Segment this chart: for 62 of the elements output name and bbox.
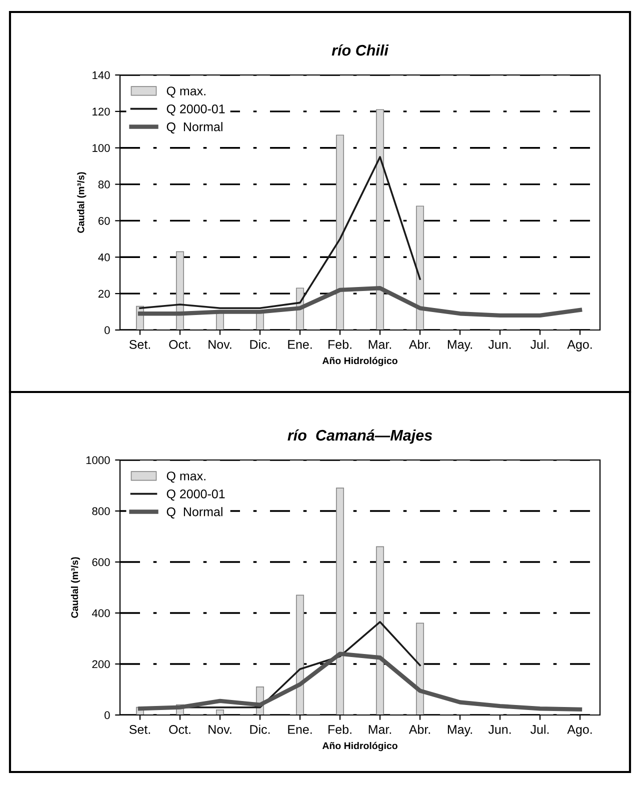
x-tick-label: Nov. [208, 340, 232, 349]
x-tick-label: Jul. [530, 724, 549, 734]
x-tick-label: Ago. [567, 340, 592, 352]
x-tick-label: May. [448, 340, 472, 352]
x-tick-label: Set. [129, 340, 150, 349]
x-tick-label: Feb. [328, 724, 352, 734]
bar [176, 251, 184, 330]
x-tick-label: Nov. [208, 725, 232, 734]
x-tick-label: Mar. [368, 340, 392, 349]
x-tick-label: Ene. [288, 340, 312, 349]
legend-label: Q Normal [166, 122, 222, 134]
y-axis-title: Caudal (m³/s) [70, 557, 80, 618]
x-axis-title: Año Hidrológico [322, 742, 398, 752]
x-tick-label: Dic. [250, 340, 270, 349]
line-series [138, 286, 582, 318]
x-axis-title: Año Hidrológico [322, 356, 398, 366]
y-tick-label: 60 [98, 216, 110, 225]
bar [336, 134, 344, 330]
y-tick-label: 200 [92, 660, 110, 668]
y-tick-label: 140 [92, 71, 110, 80]
bar [416, 622, 424, 715]
x-tick-label: Abr. [408, 724, 430, 734]
legend-label: Q 2000-01 [166, 489, 225, 501]
y-tick-label: 0 [104, 326, 110, 334]
y-tick-label: 0 [104, 711, 110, 720]
y-tick-label: 800 [92, 507, 110, 516]
y-axis-title: Caudal (m³/s) [77, 172, 86, 233]
x-tick-label: May. [448, 725, 472, 736]
x-tick-label: Mar. [368, 725, 392, 734]
y-tick-label: 40 [98, 253, 110, 262]
bar [336, 488, 344, 715]
y-tick-label: 120 [92, 108, 110, 116]
line-series [139, 156, 421, 310]
bar [416, 206, 424, 330]
x-tick-label: Jun. [488, 340, 511, 349]
y-tick-label: 80 [98, 180, 110, 188]
chart-title: río Chili [332, 44, 389, 56]
line-series [138, 652, 582, 712]
x-tick-label: Abr. [408, 340, 430, 349]
x-tick-label: Dic. [250, 724, 270, 734]
y-tick-label: 100 [92, 144, 110, 152]
x-tick-label: Ene. [288, 725, 312, 734]
y-tick-label: 400 [92, 609, 110, 618]
y-tick-label: 1000 [86, 456, 110, 464]
x-tick-label: Jul. [530, 340, 549, 349]
x-tick-label: Oct. [169, 725, 190, 734]
x-tick-label: Feb. [328, 340, 352, 349]
x-tick-label: Oct. [169, 340, 190, 349]
chart-title: río Camaná—Majes [288, 429, 432, 444]
y-tick-label: 600 [92, 558, 110, 566]
bar [376, 546, 384, 715]
legend-label: Q Normal [166, 507, 222, 518]
legend-label: Q 2000-01 [166, 104, 225, 116]
legend-label: Q max. [166, 472, 206, 483]
x-tick-label: Jun. [488, 725, 511, 734]
legend-label: Q max. [166, 86, 206, 98]
y-tick-label: 20 [98, 290, 110, 298]
bar [296, 594, 304, 715]
bar [216, 709, 224, 715]
x-tick-label: Set. [129, 725, 150, 734]
x-tick-label: Ago. [567, 725, 592, 736]
bar [376, 109, 384, 330]
